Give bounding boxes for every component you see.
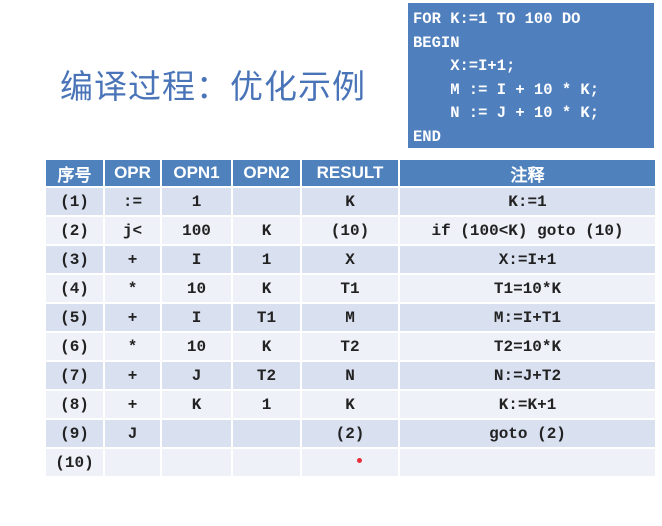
table-header-row: 序号 OPR OPN1 OPN2 RESULT 注释 — [44, 158, 657, 188]
table-row: (1):= 1 K K:=1 — [44, 186, 657, 217]
cell-opn2: K — [231, 331, 302, 362]
header-comment: 注释 — [398, 158, 657, 188]
table-row: (3) + I 1 X X:=I+1 — [44, 244, 657, 275]
cell-comment: goto (2) — [398, 418, 657, 449]
cell-seq: (3) — [44, 244, 105, 275]
cell-result — [300, 447, 400, 478]
cell-seq: (7) — [44, 360, 105, 391]
cell-opr: * — [103, 273, 162, 304]
cell-opr: + — [103, 360, 162, 391]
cell-opn2: K — [231, 215, 302, 246]
cell-opr: + — [103, 244, 162, 275]
cursor-dot — [357, 458, 362, 463]
cell-comment: X:=I+1 — [398, 244, 657, 275]
cell-opr: * — [103, 331, 162, 362]
cell-opn1: I — [160, 302, 233, 333]
cell-seq: (8) — [44, 389, 105, 420]
table-row: (5) + I T1 M M:=I+T1 — [44, 302, 657, 333]
header-opr: OPR — [103, 158, 162, 188]
cell-result: X — [300, 244, 400, 275]
cell-comment: N:=J+T2 — [398, 360, 657, 391]
cell-comment: if (100<K) goto (10) — [398, 215, 657, 246]
cell-result: T1 — [300, 273, 400, 304]
table-row: (7) + J T2 N N:=J+T2 — [44, 360, 657, 391]
cell-seq: (4) — [44, 273, 105, 304]
cell-result: K — [300, 389, 400, 420]
header-opn2: OPN2 — [231, 158, 302, 188]
cell-opn2: 1 — [231, 244, 302, 275]
cell-opn2: K — [231, 273, 302, 304]
cell-opr: + — [103, 389, 162, 420]
code-line: END — [413, 127, 441, 146]
header-opn1: OPN1 — [160, 158, 233, 188]
header-seq: 序号 — [44, 158, 105, 188]
table-row: (10) — [44, 447, 657, 478]
cell-comment: M:=I+T1 — [398, 302, 657, 333]
cell-seq: (9) — [44, 418, 105, 449]
cell-opr: j< — [103, 215, 162, 246]
cell-opn1: K — [160, 389, 233, 420]
table-row: (8) + K 1 K K:=K+1 — [44, 389, 657, 420]
cell-result: T2 — [300, 331, 400, 362]
code-block: FOR K:=1 TO 100 DO BEGIN X:=I+1; M := I … — [408, 3, 654, 148]
cell-seq: (6) — [44, 331, 105, 362]
cell-opn2 — [231, 418, 302, 449]
cell-opn1: 10 — [160, 273, 233, 304]
cell-result: (2) — [300, 418, 400, 449]
header-result: RESULT — [300, 158, 400, 188]
cell-result: M — [300, 302, 400, 333]
cell-opn2: 1 — [231, 389, 302, 420]
cell-comment: K:=1 — [398, 186, 657, 217]
code-line: BEGIN — [413, 33, 460, 52]
cell-comment — [398, 447, 657, 478]
cell-comment: T1=10*K — [398, 273, 657, 304]
table-row: (2) j< 100 K (10) if (100<K) goto (10) — [44, 215, 657, 246]
cell-opn1: I — [160, 244, 233, 275]
cell-seq: (5) — [44, 302, 105, 333]
cell-opr: J — [103, 418, 162, 449]
cell-opn1: 1 — [160, 186, 233, 217]
cell-opn2 — [231, 447, 302, 478]
cell-opn2 — [231, 186, 302, 217]
cell-result: N — [300, 360, 400, 391]
cell-result: (10) — [300, 215, 400, 246]
cell-opn1 — [160, 418, 233, 449]
cell-seq: (1) — [44, 186, 105, 217]
cell-seq: (10) — [44, 447, 105, 478]
code-line: M := I + 10 * K; — [413, 80, 600, 99]
quadruple-table: 序号 OPR OPN1 OPN2 RESULT 注释 (1):= 1 K K:=1 (2) j< 10… — [44, 158, 657, 478]
table-row: (4) * 10 K T1 T1=10*K — [44, 273, 657, 304]
cell-comment: K:=K+1 — [398, 389, 657, 420]
slide-title: 编译过程：优化示例 — [60, 67, 366, 106]
code-line: X:=I+1; — [413, 57, 516, 75]
cell-seq: (2) — [44, 215, 105, 246]
cell-opn1: 10 — [160, 331, 233, 362]
cell-opn1: J — [160, 360, 233, 391]
cell-result: K — [300, 186, 400, 217]
table-row: (6) * 10 K T2 T2=10*K — [44, 331, 657, 362]
cell-opn2: T2 — [231, 360, 302, 391]
cell-comment: T2=10*K — [398, 331, 657, 362]
cell-opn2: T1 — [231, 302, 302, 333]
cell-opr — [103, 447, 162, 478]
table-row: (9) J (2) goto (2) — [44, 418, 657, 449]
cell-opr: := — [103, 186, 162, 217]
cell-opn1 — [160, 447, 233, 478]
code-line: FOR K:=1 TO 100 DO — [413, 10, 581, 28]
cell-opr: + — [103, 302, 162, 333]
code-line: N := J + 10 * K; — [413, 104, 600, 122]
cell-opn1: 100 — [160, 215, 233, 246]
